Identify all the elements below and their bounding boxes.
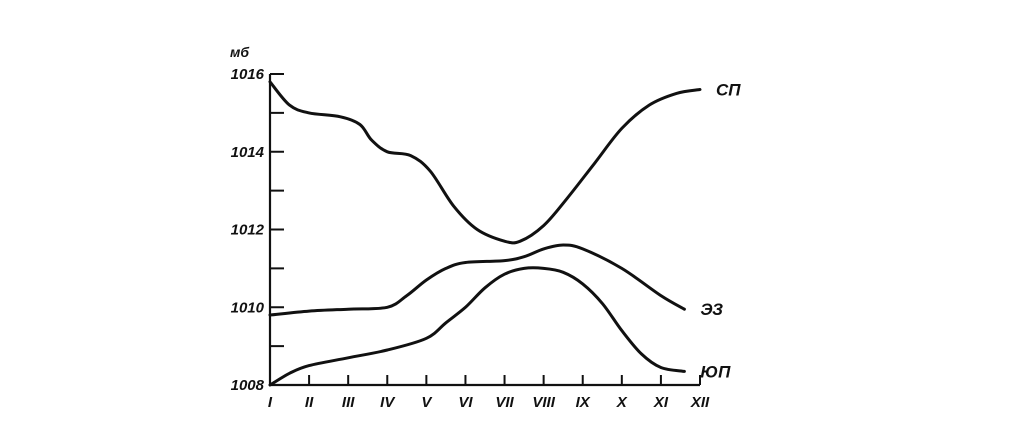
x-tick-label: VIII xyxy=(532,394,555,411)
y-axis-unit-label: мб xyxy=(230,44,249,60)
y-tick-label: 1016 xyxy=(231,66,265,83)
series-label: СП xyxy=(716,81,741,100)
x-tick-label: VI xyxy=(458,394,473,411)
x-tick-label: XII xyxy=(690,394,710,411)
y-ticks: 1008 1010 1012 1014 1016 xyxy=(231,66,284,394)
x-tick-label: III xyxy=(342,394,355,411)
x-tick-label: II xyxy=(305,394,314,411)
x-tick-label: IX xyxy=(576,394,591,411)
axes xyxy=(268,74,700,387)
series-label: ЭЗ xyxy=(700,300,723,319)
x-tick-label: IV xyxy=(380,394,396,411)
y-tick-label: 1014 xyxy=(231,144,265,161)
series-group: СП ЭЗ ЮП xyxy=(268,80,741,387)
series-line xyxy=(268,80,702,245)
x-tick-label: I xyxy=(268,394,273,411)
series-label: ЮП xyxy=(700,362,731,381)
y-tick-label: 1012 xyxy=(231,222,265,239)
y-tick-label: 1008 xyxy=(231,377,265,394)
x-tick-label: XI xyxy=(653,394,669,411)
series-line xyxy=(268,243,686,317)
x-ticks: I II III IV V VI VII VIII IX X XI XII xyxy=(268,375,710,411)
x-tick-label: X xyxy=(616,394,628,411)
x-tick-label: V xyxy=(421,394,433,411)
series-line xyxy=(268,266,686,387)
y-tick-label: 1010 xyxy=(231,299,265,316)
x-tick-label: VII xyxy=(495,394,514,411)
